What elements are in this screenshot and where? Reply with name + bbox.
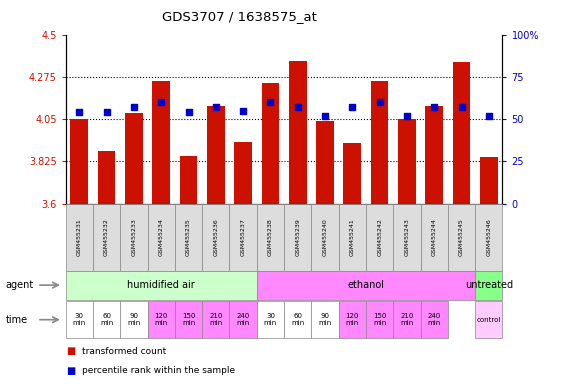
Text: time: time xyxy=(6,314,28,325)
Text: GSM455233: GSM455233 xyxy=(131,218,136,256)
Text: GSM455244: GSM455244 xyxy=(432,218,437,256)
Bar xyxy=(70,119,88,204)
Bar xyxy=(453,62,471,204)
Text: 120
min: 120 min xyxy=(345,313,359,326)
Text: 240
min: 240 min xyxy=(236,313,250,326)
Text: GSM455234: GSM455234 xyxy=(159,218,164,256)
Bar xyxy=(234,142,252,204)
Point xyxy=(320,113,329,119)
Text: GSM455237: GSM455237 xyxy=(240,218,246,256)
Text: transformed count: transformed count xyxy=(82,347,166,356)
Text: 120
min: 120 min xyxy=(155,313,168,326)
Text: control: control xyxy=(477,317,501,323)
Text: 60
min: 60 min xyxy=(100,313,113,326)
Point xyxy=(457,104,466,110)
Bar xyxy=(262,83,279,204)
Text: 150
min: 150 min xyxy=(373,313,387,326)
Text: ■: ■ xyxy=(66,346,75,356)
Point xyxy=(348,104,357,110)
Text: untreated: untreated xyxy=(465,280,513,290)
Text: GSM455236: GSM455236 xyxy=(214,218,218,256)
Text: agent: agent xyxy=(6,280,34,290)
Bar xyxy=(316,121,334,204)
Text: ethanol: ethanol xyxy=(348,280,384,290)
Text: 30
min: 30 min xyxy=(264,313,277,326)
Bar xyxy=(289,61,307,204)
Text: GSM455246: GSM455246 xyxy=(486,218,491,256)
Text: 210
min: 210 min xyxy=(209,313,223,326)
Point xyxy=(429,104,439,110)
Text: 90
min: 90 min xyxy=(319,313,332,326)
Bar xyxy=(480,157,498,204)
Text: GSM455232: GSM455232 xyxy=(104,218,109,256)
Text: 240
min: 240 min xyxy=(428,313,441,326)
Text: 60
min: 60 min xyxy=(291,313,304,326)
Point xyxy=(211,104,220,110)
Text: percentile rank within the sample: percentile rank within the sample xyxy=(82,366,235,375)
Point xyxy=(293,104,302,110)
Bar xyxy=(125,113,143,204)
Text: 150
min: 150 min xyxy=(182,313,195,326)
Bar xyxy=(207,106,225,204)
Point xyxy=(130,104,139,110)
Point xyxy=(484,113,493,119)
Text: GSM455241: GSM455241 xyxy=(350,218,355,256)
Bar xyxy=(98,151,115,204)
Text: GSM455240: GSM455240 xyxy=(323,218,328,256)
Point xyxy=(375,99,384,105)
Text: 30
min: 30 min xyxy=(73,313,86,326)
Text: GSM455231: GSM455231 xyxy=(77,218,82,256)
Text: 90
min: 90 min xyxy=(127,313,140,326)
Text: GSM455242: GSM455242 xyxy=(377,218,382,256)
Bar xyxy=(398,119,416,204)
Bar xyxy=(152,81,170,204)
Text: GSM455239: GSM455239 xyxy=(295,218,300,256)
Bar xyxy=(180,156,198,204)
Point xyxy=(156,99,166,105)
Text: humidified air: humidified air xyxy=(127,280,195,290)
Point xyxy=(102,109,111,115)
Bar xyxy=(343,144,361,204)
Text: GSM455238: GSM455238 xyxy=(268,218,273,256)
Point xyxy=(239,108,248,114)
Text: GSM455243: GSM455243 xyxy=(404,218,409,256)
Point xyxy=(266,99,275,105)
Text: 210
min: 210 min xyxy=(400,313,413,326)
Text: ■: ■ xyxy=(66,366,75,376)
Text: GSM455245: GSM455245 xyxy=(459,218,464,256)
Text: GSM455235: GSM455235 xyxy=(186,218,191,256)
Point xyxy=(75,109,84,115)
Point xyxy=(184,109,193,115)
Bar xyxy=(371,81,388,204)
Point xyxy=(403,113,412,119)
Bar xyxy=(425,106,443,204)
Text: GDS3707 / 1638575_at: GDS3707 / 1638575_at xyxy=(162,10,317,23)
